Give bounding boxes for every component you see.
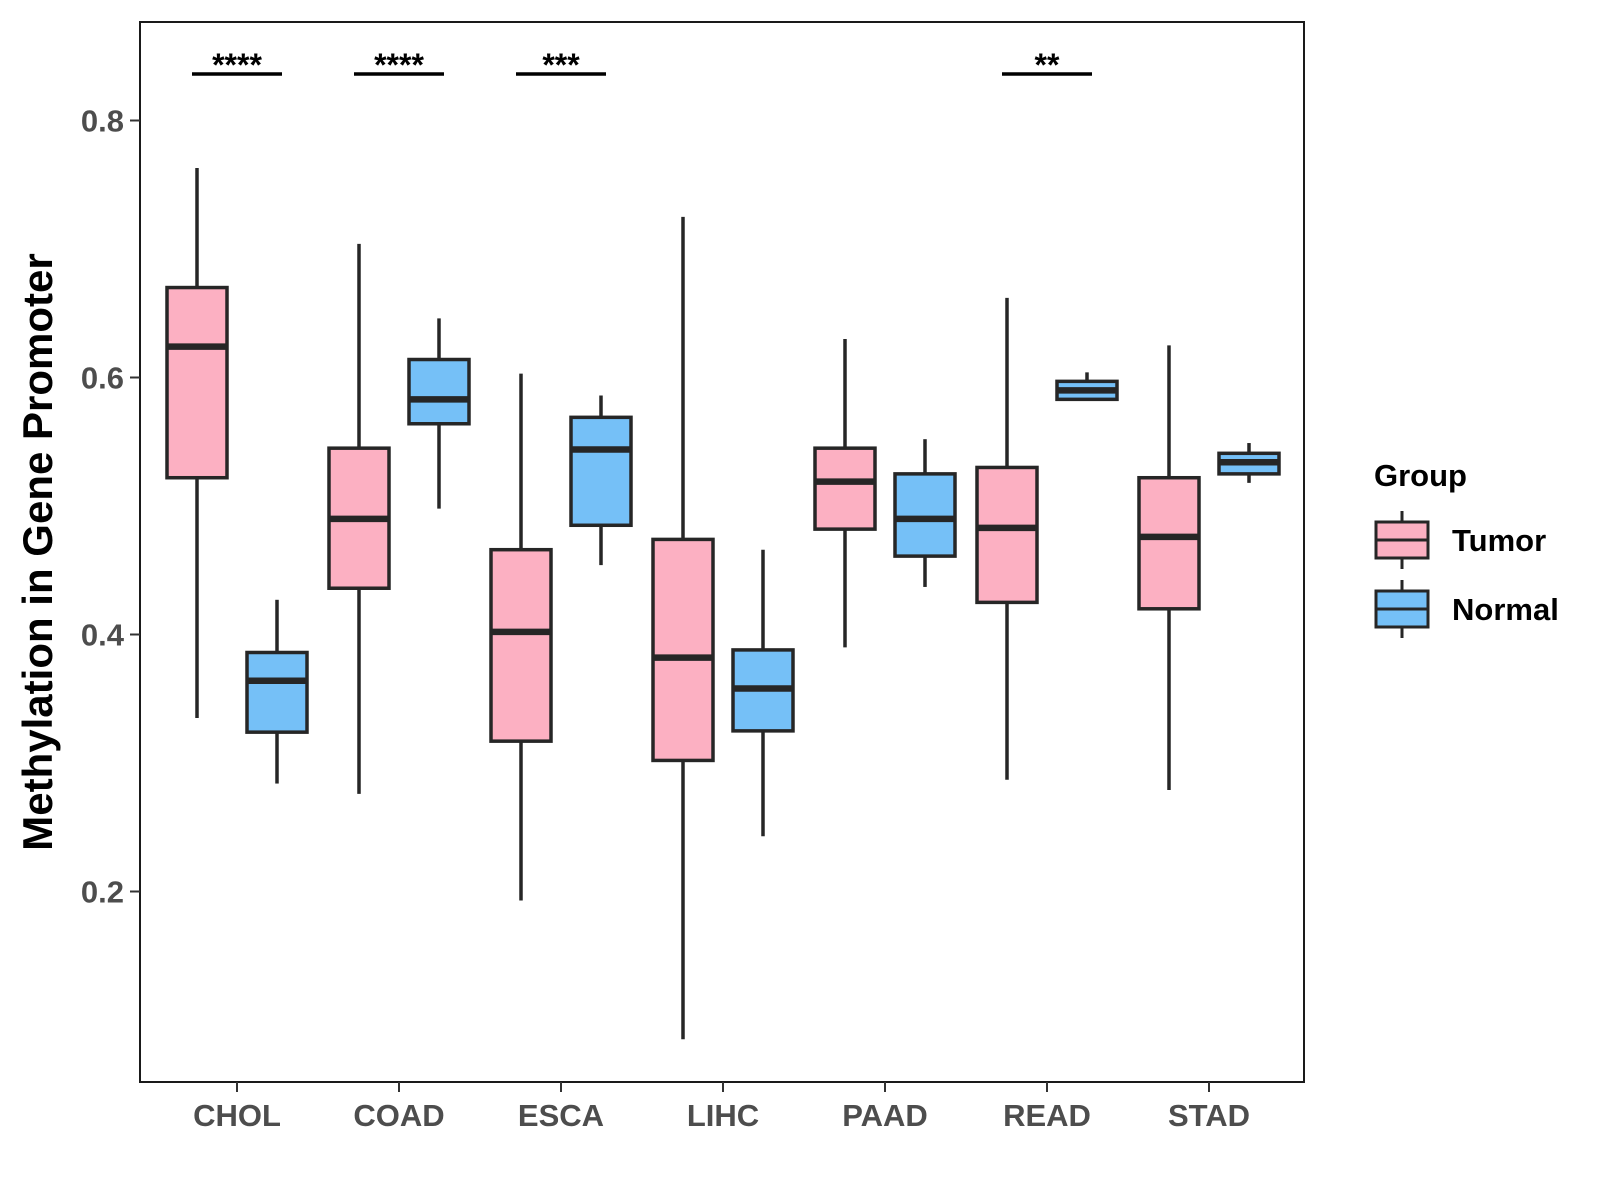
significance-chol: **** (192, 47, 282, 83)
box-body (245, 650, 309, 734)
legend-entry-tumor: Tumor (1374, 511, 1546, 569)
box-normal-lihc (731, 549, 795, 837)
box-normal-paad (893, 439, 957, 587)
box-normal-chol (245, 599, 309, 784)
box-body (975, 465, 1039, 605)
box-normal-esca (569, 395, 633, 566)
y-tick-label: 0.2 (81, 875, 124, 910)
box-body (1137, 475, 1201, 611)
legend: Group Tumor Normal (1374, 458, 1559, 638)
x-tick-label: STAD (1168, 1098, 1250, 1133)
box-body (165, 285, 229, 480)
significance-label: **** (374, 47, 424, 83)
box-tumor-stad (1137, 345, 1201, 790)
legend-entry-normal: Normal (1374, 580, 1559, 638)
significance-layer: **** **** *** ** (192, 47, 1092, 83)
y-axis-title: Methylation in Gene Promoter (14, 253, 61, 850)
box-body (813, 446, 877, 531)
x-tick-label: LIHC (687, 1098, 759, 1133)
significance-read: ** (1002, 47, 1092, 83)
legend-label: Tumor (1452, 523, 1546, 558)
y-tick-label: 0.4 (81, 618, 125, 653)
box-tumor-read (975, 297, 1039, 780)
box-layer (165, 168, 1281, 1040)
significance-esca: *** (516, 47, 606, 83)
y-tick-label: 0.6 (81, 361, 124, 396)
box-tumor-esca (489, 373, 553, 901)
legend-label: Normal (1452, 592, 1559, 627)
box-body (407, 357, 471, 426)
significance-label: ** (1035, 47, 1060, 83)
significance-label: *** (542, 47, 580, 83)
y-tick-label: 0.8 (81, 104, 124, 139)
box-body (569, 415, 633, 528)
x-tick-label: COAD (353, 1098, 444, 1133)
box-tumor-paad (813, 338, 877, 648)
significance-coad: **** (354, 47, 444, 83)
box-normal-coad (407, 318, 471, 509)
legend-title: Group (1374, 458, 1467, 493)
box-tumor-chol (165, 168, 229, 719)
box-body (651, 537, 715, 763)
box-body (489, 547, 553, 743)
x-tick-label: PAAD (842, 1098, 928, 1133)
box-normal-read (1055, 372, 1119, 402)
box-body (893, 472, 957, 558)
y-axis: 0.2 0.4 0.6 0.8 (81, 104, 140, 910)
x-tick-label: ESCA (518, 1098, 604, 1133)
x-tick-label: CHOL (193, 1098, 281, 1133)
x-axis: CHOL COAD ESCA LIHC PAAD READ STAD (193, 1082, 1250, 1133)
box-normal-stad (1217, 443, 1281, 483)
significance-label: **** (212, 47, 262, 83)
box-tumor-coad (327, 243, 391, 794)
x-tick-label: READ (1003, 1098, 1091, 1133)
plot-panel (139, 21, 1305, 1083)
box-tumor-lihc (651, 216, 715, 1040)
